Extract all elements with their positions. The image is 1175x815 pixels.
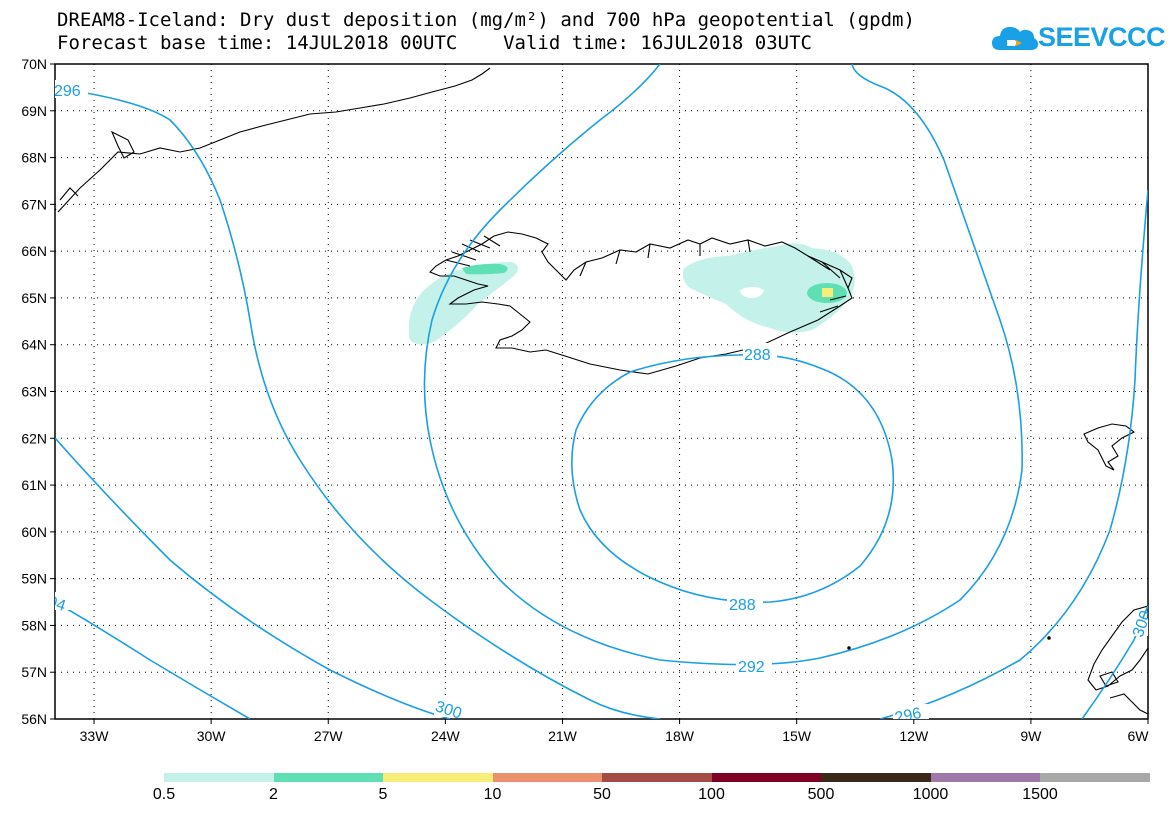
dust-area-east [682, 243, 855, 333]
faroe-islands [1083, 423, 1136, 471]
lat-tick-label: 67N [21, 196, 47, 212]
cloud-icon [992, 27, 1038, 50]
lat-tick-label: 66N [21, 243, 47, 259]
lat-tick-label: 58N [21, 617, 47, 633]
lat-tick-label: 60N [21, 524, 47, 540]
contour-label: 288 [729, 597, 756, 614]
lat-tick-label: 65N [21, 290, 47, 306]
dust-area-east-peak [822, 288, 833, 297]
lat-tick-label: 56N [21, 711, 47, 727]
contour-label: 300 [1130, 609, 1155, 640]
lon-tick-label: 21W [548, 728, 578, 744]
lat-tick-label: 63N [21, 384, 47, 400]
lat-tick-label: 57N [21, 664, 47, 680]
lon-tick-label: 12W [899, 728, 929, 744]
greenland-coast-east [55, 67, 491, 213]
contour-label: 288 [744, 347, 771, 364]
dust-area-west-strip [462, 263, 508, 275]
map-title: DREAM8-Iceland: Dry dust deposition (mg/… [57, 9, 915, 31]
contour-296 [55, 87, 1148, 719]
lon-tick-label: 9W [1020, 728, 1042, 744]
contour-label-group: 296 288 288 292 296 300 304 300 [54, 80, 1155, 727]
lon-tick-label: 33W [80, 728, 110, 744]
geopotential-contours [55, 64, 1148, 719]
lat-tick-label: 61N [21, 477, 47, 493]
lon-tick-label: 24W [431, 728, 461, 744]
lat-tick-label: 62N [21, 430, 47, 446]
lat-tick-label: 70N [21, 56, 47, 72]
lat-tick-label: 64N [21, 337, 47, 353]
contour-288 [571, 353, 895, 603]
iceland-fjords-east [807, 255, 849, 313]
dust-area-west [409, 262, 519, 345]
dust-area-east-hole [740, 287, 764, 298]
lon-tick-label: 15W [782, 728, 812, 744]
coastlines [55, 67, 1148, 715]
lat-tick-label: 59N [21, 571, 47, 587]
lat-tick-label: 69N [21, 103, 47, 119]
lon-tick-label: 6W [1128, 728, 1150, 744]
lon-tick-label: 30W [197, 728, 227, 744]
lon-tick-label: 27W [314, 728, 344, 744]
iceland-fjords-north [579, 239, 751, 277]
logo-text: SEEVCCC [1038, 22, 1166, 52]
contour-label: 300 [433, 698, 464, 722]
shetland-scotland-coast [1087, 605, 1148, 715]
axis-ticks: 70N 69N 68N 67N 66N 65N 64N 63N 62N 61N 60N 59N 58N 5… [21, 56, 1149, 744]
contour-300 [55, 437, 451, 719]
contour-label: 296 [893, 705, 923, 727]
rockall-islet [847, 646, 851, 650]
small-island [1047, 636, 1051, 640]
lat-tick-label: 68N [21, 150, 47, 166]
contour-label: 292 [738, 659, 765, 676]
contour-300-east [1081, 605, 1148, 719]
dust-deposition [409, 243, 855, 345]
map-subtitle: Forecast base time: 14JUL2018 00UTC Vali… [57, 32, 812, 54]
gridlines [55, 64, 1148, 719]
contour-292 [423, 64, 1023, 666]
lon-tick-label: 18W [665, 728, 695, 744]
seevccc-logo: SEEVCCC [990, 18, 1166, 58]
contour-label: 296 [54, 83, 81, 100]
contour-304 [55, 601, 251, 719]
